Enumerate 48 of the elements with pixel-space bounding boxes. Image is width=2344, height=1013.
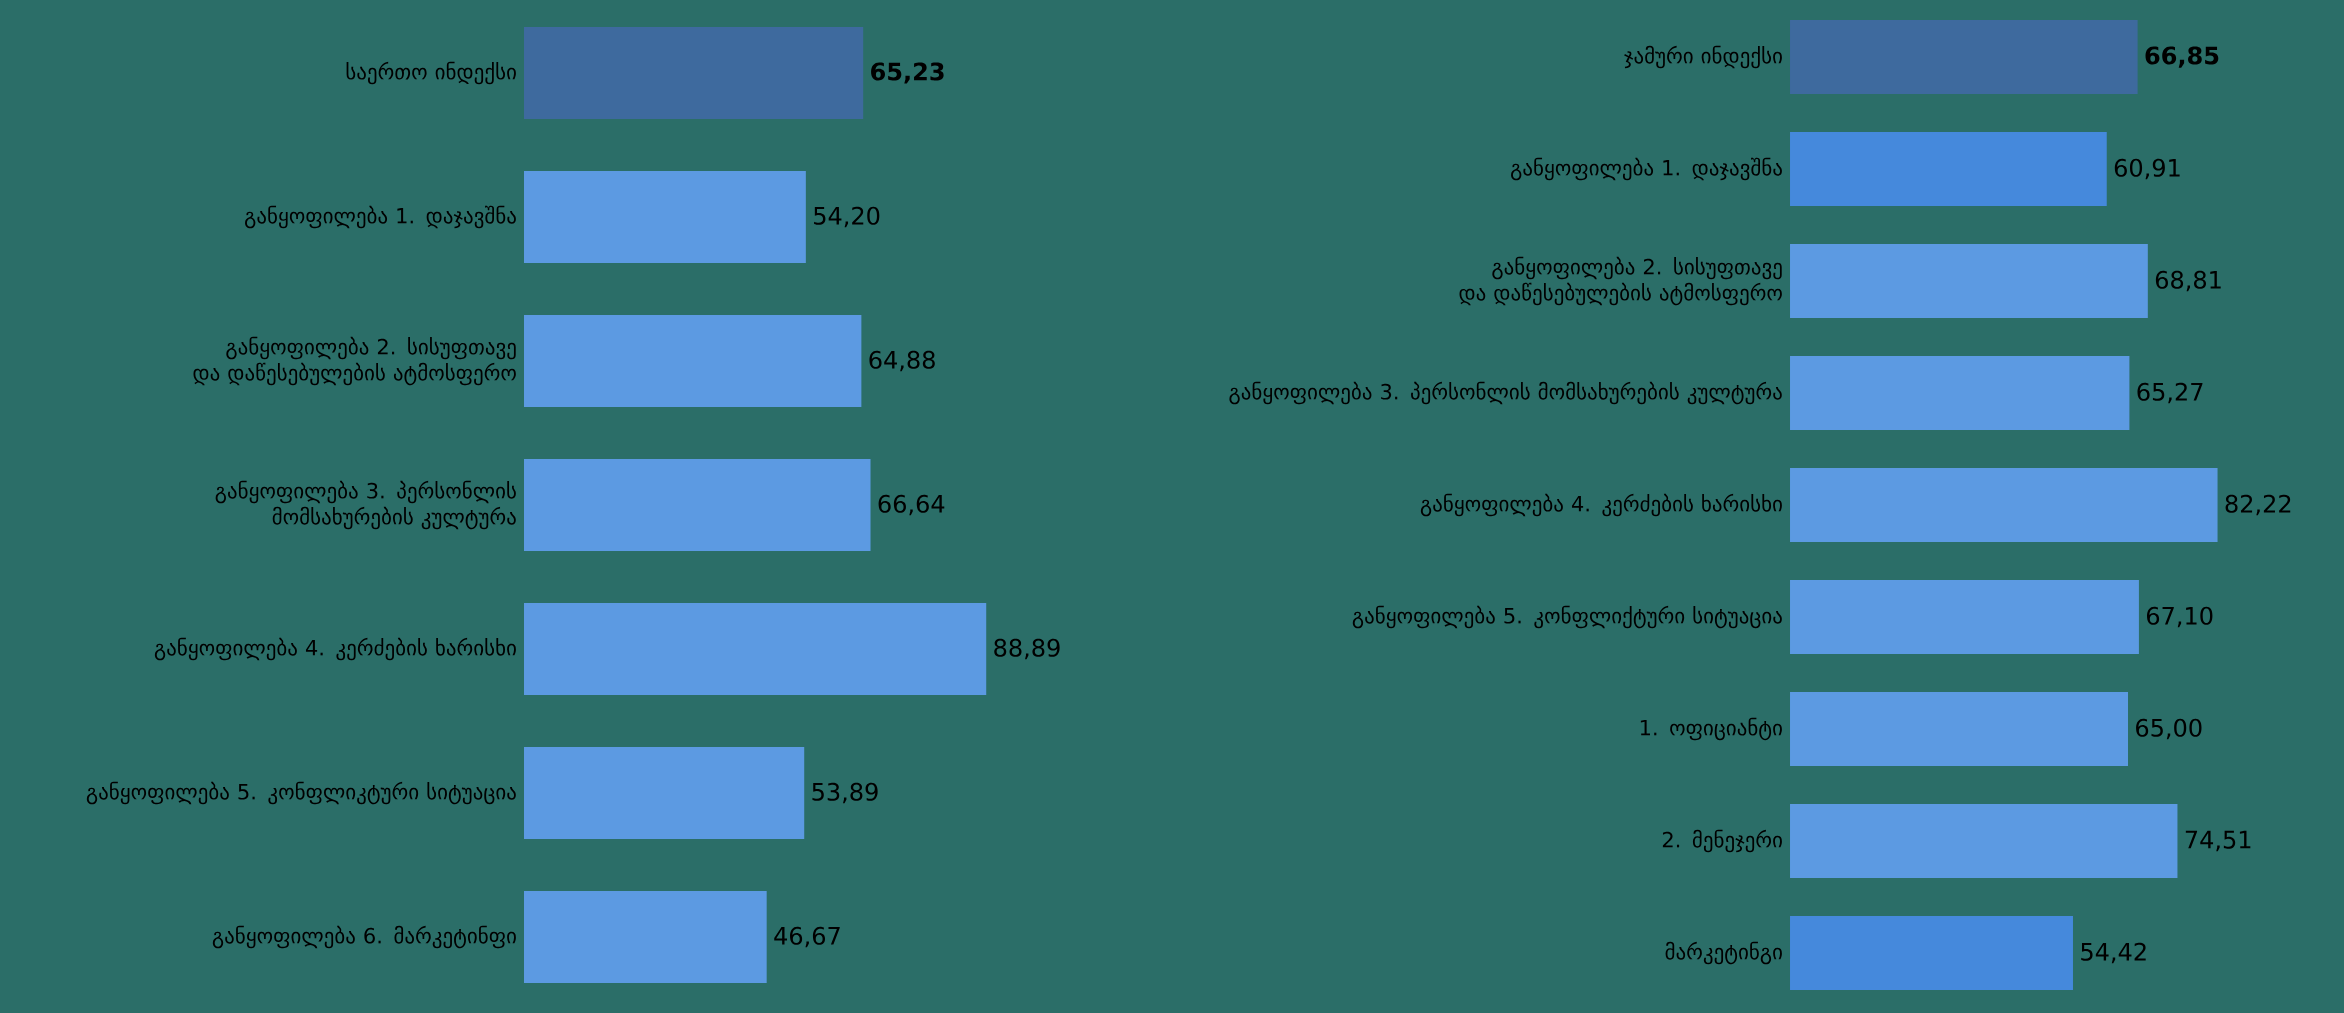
y-tick-label: განყოფილება 3. პერსონლის მომსახურების კულტურა <box>215 480 516 530</box>
y-tick-label: 1. ოფიციანტი <box>1640 717 1782 741</box>
data-label: 74,51 <box>2185 830 2251 852</box>
bar <box>1790 804 2178 879</box>
bar <box>1790 132 2107 207</box>
data-label: 88,89 <box>994 638 1060 660</box>
y-tick-label: განყოფილება 3. პერსონლის მომსახურების კულტურა <box>1229 381 1782 405</box>
data-label: 54,42 <box>2081 942 2146 964</box>
bar <box>1790 468 2218 543</box>
bar <box>524 747 805 840</box>
bar <box>524 603 987 696</box>
data-label: 65,23 <box>871 62 944 84</box>
data-label: 65,27 <box>2137 382 2203 404</box>
y-tick-label: განყოფილება 1. დაჯავშნა <box>1511 157 1782 181</box>
y-tick-label: განყოფილება 5. კონფლიქტური სიტუაცია <box>1352 605 1782 629</box>
bar <box>1790 356 2130 431</box>
bar <box>1790 692 2129 767</box>
bar <box>524 27 864 120</box>
bar <box>524 891 767 984</box>
data-label: 54,20 <box>814 206 880 228</box>
y-tick-label: ჯამური ინდექსი <box>1624 45 1782 69</box>
y-tick-label: განყოფილება 2. სისუფთავე და დაწესებულების ატმოსფერო <box>1459 256 1782 306</box>
bar <box>1790 580 2139 655</box>
data-label: 60,91 <box>2114 158 2180 180</box>
data-label: 64,88 <box>869 350 935 372</box>
data-label: 53,89 <box>812 782 878 804</box>
y-tick-label: საერთო ინდექსი <box>346 61 516 85</box>
y-tick-label: განყოფილება 4. კერძების ხარისხი <box>154 637 516 661</box>
y-tick-label: განყოფილება 5. კონფლიკტური სიტუაცია <box>86 781 516 805</box>
bar <box>524 171 806 263</box>
y-tick-label: 2. მენეჯერი <box>1662 829 1782 853</box>
data-label: 67,10 <box>2146 606 2213 628</box>
data-label: 68,81 <box>2155 270 2221 292</box>
y-tick-label: განყოფილება 6. მარკეტინფი <box>212 925 516 949</box>
data-label: 66,64 <box>878 494 945 516</box>
y-tick-label: განყოფილება 2. სისუფთავე და დაწესებულების ატმოსფერო <box>193 336 516 386</box>
y-tick-label: მარკეტინგი <box>1665 941 1782 965</box>
bar <box>1790 20 2138 95</box>
data-label: 82,22 <box>2225 494 2291 516</box>
y-tick-label: განყოფილება 4. კერძების ხარისხი <box>1420 493 1782 517</box>
bar <box>524 459 871 552</box>
bar <box>1790 244 2148 319</box>
bar <box>1790 916 2073 991</box>
data-label: 65,00 <box>2136 718 2202 740</box>
data-label: 66,85 <box>2145 46 2219 68</box>
data-label: 46,67 <box>774 926 840 948</box>
bar <box>524 315 862 407</box>
y-tick-label: განყოფილება 1. დაჯავშნა <box>245 205 516 229</box>
